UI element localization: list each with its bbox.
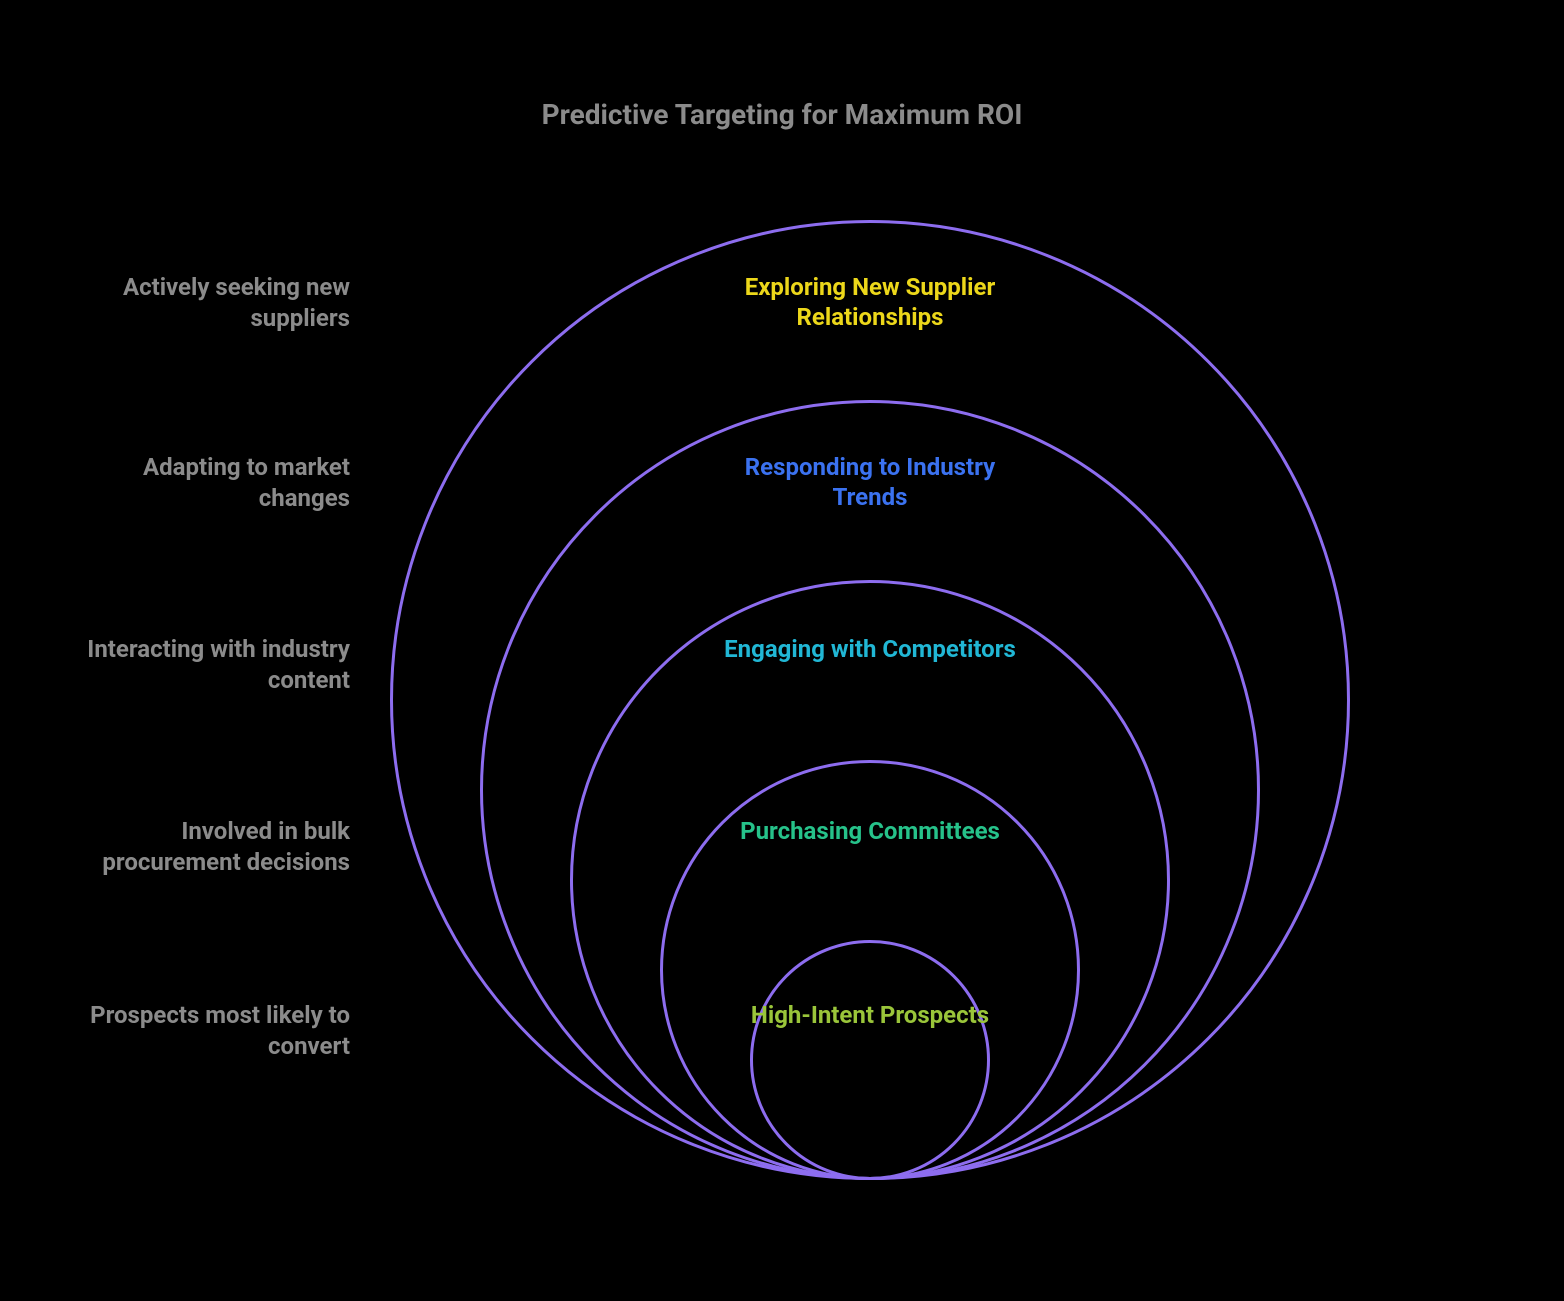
ring-circle-5 xyxy=(750,940,990,1180)
ring-label-2: Responding to Industry Trends xyxy=(710,452,1030,512)
ring-label-5: High-Intent Prospects xyxy=(710,1000,1030,1030)
desc-label-5: Prospects most likely to convert xyxy=(50,1000,350,1062)
diagram-title: Predictive Targeting for Maximum ROI xyxy=(0,98,1564,131)
ring-label-4: Purchasing Committees xyxy=(710,816,1030,846)
desc-label-3: Interacting with industry content xyxy=(50,634,350,696)
ring-label-3: Engaging with Competitors xyxy=(710,634,1030,664)
desc-label-1: Actively seeking new suppliers xyxy=(50,272,350,334)
ring-label-1: Exploring New Supplier Relationships xyxy=(710,272,1030,332)
desc-label-4: Involved in bulk procurement decisions xyxy=(50,816,350,878)
desc-label-2: Adapting to market changes xyxy=(50,452,350,514)
